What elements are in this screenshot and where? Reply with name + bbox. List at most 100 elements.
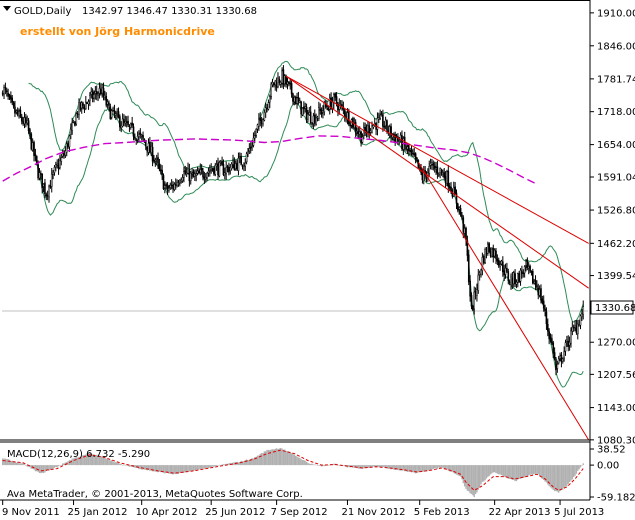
- candles: [1, 65, 585, 376]
- macd-histogram-bar: [496, 465, 499, 474]
- candle-body: [279, 82, 282, 85]
- candle-body: [274, 80, 277, 86]
- macd-histogram-bar: [154, 465, 156, 472]
- macd-histogram-bar: [293, 454, 295, 466]
- macd-histogram-bar: [288, 451, 290, 466]
- candle-body: [40, 173, 42, 175]
- macd-histogram-bar: [64, 462, 67, 466]
- macd-histogram-bar: [15, 462, 17, 466]
- macd-histogram-bar: [8, 459, 11, 466]
- candle-body: [298, 100, 301, 103]
- macd-histogram-bar: [532, 465, 534, 475]
- macd-histogram-bar: [348, 465, 350, 468]
- macd-histogram-bar: [85, 454, 87, 466]
- macd-histogram-bar: [270, 449, 272, 466]
- macd-histogram-bar: [71, 458, 73, 466]
- macd-histogram-bar: [179, 465, 181, 473]
- price-tick-label: 1080.30: [597, 435, 635, 446]
- candle-body: [55, 164, 57, 168]
- candle-body: [502, 261, 504, 273]
- macd-histogram-bar: [461, 465, 463, 480]
- macd-histogram-bar: [564, 465, 567, 487]
- candle-body: [132, 126, 135, 137]
- candle-body: [264, 107, 267, 113]
- candle-body: [444, 175, 447, 184]
- macd-histogram-bar: [106, 459, 109, 466]
- time-tick-label: 9 Nov 2011: [2, 507, 60, 518]
- macd-histogram-bar: [521, 465, 523, 479]
- candle-body: [406, 146, 409, 150]
- trendline-3[interactable]: [417, 161, 590, 441]
- macd-histogram-bar: [357, 465, 360, 469]
- candle-body: [35, 156, 38, 164]
- candle-body: [93, 94, 95, 99]
- candle-body: [94, 91, 97, 94]
- price-tick-label: 1462.20: [597, 239, 635, 250]
- macd-histogram-bar: [395, 465, 398, 470]
- candle-body: [305, 106, 308, 120]
- macd-histogram-bar: [432, 465, 435, 470]
- macd-histogram-bar: [570, 465, 572, 481]
- macd-histogram-bar: [502, 465, 504, 476]
- chart-menu-triangle-icon[interactable]: [3, 6, 11, 11]
- macd-histogram-bar: [38, 465, 41, 474]
- macd-histogram-bar: [241, 461, 244, 466]
- macd-histogram-bar: [173, 465, 176, 474]
- macd-histogram-bar: [536, 465, 538, 474]
- macd-histogram-bar: [543, 465, 545, 481]
- trendline-2[interactable]: [285, 75, 589, 289]
- macd-histogram-bar: [48, 465, 50, 471]
- candle-body: [56, 163, 58, 166]
- candle-body: [232, 160, 234, 165]
- candle-body: [384, 119, 387, 127]
- macd-histogram-bar: [188, 465, 191, 472]
- candle-body: [278, 78, 281, 84]
- macd-histogram-bar: [353, 465, 355, 468]
- candle-body: [493, 249, 496, 257]
- candle-body: [140, 134, 143, 137]
- candle-body: [484, 248, 486, 264]
- macd-histogram-bar: [562, 465, 564, 490]
- macd-histogram-bar: [417, 465, 420, 473]
- macd-histogram-bar: [282, 449, 285, 466]
- candle-body: [179, 181, 181, 184]
- candle-body: [183, 171, 185, 178]
- macd-histogram-bar: [281, 448, 283, 466]
- candle-body: [19, 109, 22, 117]
- macd-histogram-bar: [513, 465, 515, 481]
- macd-histogram-bar: [359, 465, 361, 469]
- macd-histogram-bar: [423, 465, 425, 472]
- macd-histogram-bar: [444, 465, 447, 470]
- macd-histogram-bar: [333, 463, 335, 466]
- candle-body: [230, 163, 233, 169]
- candle-body: [97, 93, 99, 96]
- candle-body: [271, 81, 274, 85]
- candle-body: [409, 150, 411, 152]
- macd-histogram-bar: [97, 455, 99, 466]
- candle-body: [405, 145, 407, 150]
- macd-histogram-bar: [30, 465, 32, 469]
- candle-body: [545, 311, 548, 325]
- macd-histogram-bar: [474, 465, 477, 495]
- macd-histogram-bar: [391, 465, 394, 470]
- candle-body: [307, 114, 309, 120]
- macd-histogram-bar: [533, 465, 535, 474]
- candle-body: [581, 313, 583, 318]
- candle-body: [76, 113, 79, 115]
- time-tick-label: 7 Sep 2012: [271, 507, 328, 518]
- trendline-1[interactable]: [285, 75, 589, 244]
- macd-histogram-bar: [337, 464, 339, 466]
- candle-body: [544, 308, 546, 312]
- macd-histogram-bar: [409, 465, 411, 472]
- macd-histogram-bar: [198, 465, 200, 470]
- macd-histogram-bar: [273, 449, 275, 466]
- macd-histogram-bar: [34, 465, 37, 472]
- macd-histogram-bar: [329, 464, 331, 466]
- candle-body: [87, 101, 90, 105]
- candle-body: [236, 162, 238, 170]
- candle-body: [52, 172, 54, 175]
- candle-body: [46, 195, 49, 197]
- candle-body: [339, 104, 342, 106]
- macd-histogram-bar: [549, 465, 552, 488]
